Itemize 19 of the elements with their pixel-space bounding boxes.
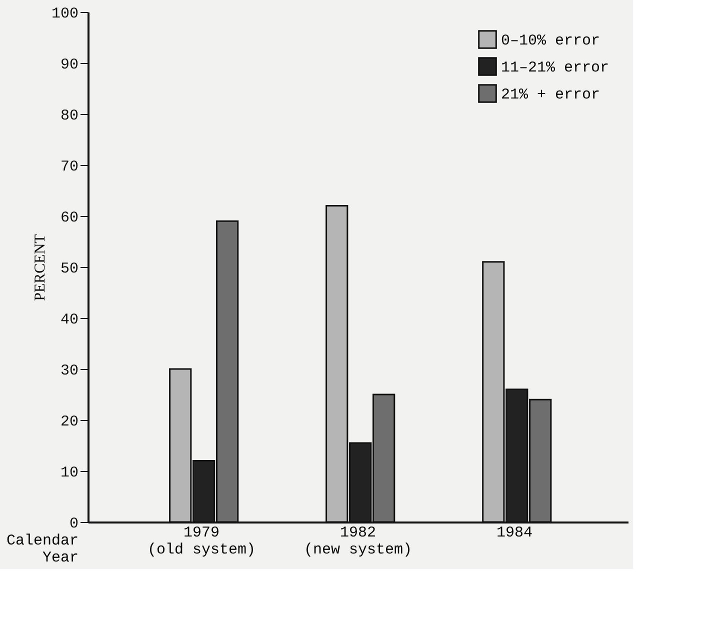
y-tick-label: 80 xyxy=(60,108,78,124)
x-tick-label: 1984 xyxy=(496,524,533,542)
y-tick-label: 40 xyxy=(60,312,78,328)
x-tick-label: 1982 (new system) xyxy=(304,524,412,558)
legend-label: 11–21% error xyxy=(501,60,610,76)
y-tick-label: 60 xyxy=(60,210,78,226)
x-axis-title: Calendar Year xyxy=(6,532,78,566)
y-tick-label: 0 xyxy=(69,516,78,532)
legend-label: 21% + error xyxy=(501,86,600,104)
y-axis-title: PERCENT xyxy=(32,234,48,301)
y-tick-label: 90 xyxy=(60,56,78,74)
y-tick-label: 20 xyxy=(60,414,78,430)
y-tick-label: 70 xyxy=(60,158,78,176)
y-tick-label: 50 xyxy=(60,260,78,278)
y-tick-label: 100 xyxy=(51,6,78,22)
x-tick-label: 1979 (old system) xyxy=(147,524,256,558)
y-tick-label: 10 xyxy=(60,464,78,482)
y-tick-label: 30 xyxy=(60,362,78,380)
legend-label: 0–10% error xyxy=(501,32,600,50)
